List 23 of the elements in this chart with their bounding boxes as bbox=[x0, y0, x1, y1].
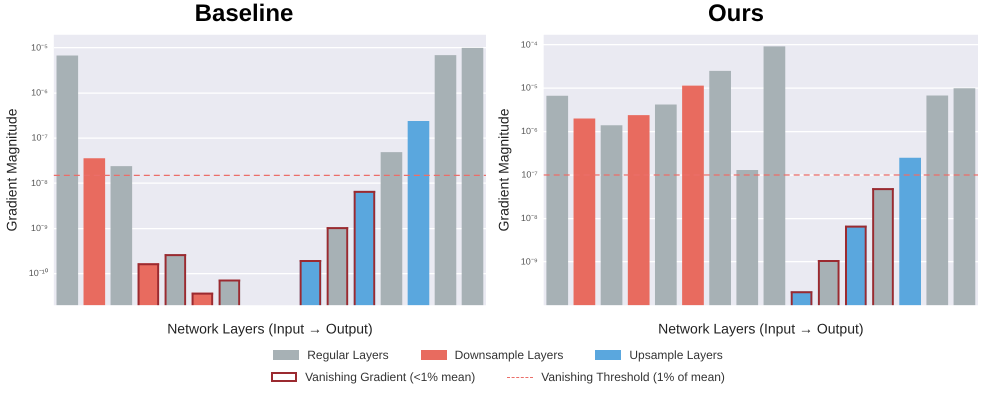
y-tick-label: 10⁻⁵ bbox=[31, 42, 48, 52]
chart-title: Baseline bbox=[194, 0, 294, 28]
y-tick-label: 10⁻⁶ bbox=[520, 126, 538, 136]
y-tick-label: 10⁻⁶ bbox=[31, 88, 48, 98]
x-axis-title: Network Layers (Input → Output) bbox=[658, 320, 864, 336]
y-tick-label: 10⁻⁴ bbox=[520, 39, 538, 50]
chart-title: Ours bbox=[708, 0, 764, 28]
x-axis-title: Network Layers (Input → Output) bbox=[167, 320, 373, 336]
y-tick-label: 10⁻⁵ bbox=[520, 82, 538, 93]
y-tick-label: 10⁻⁸ bbox=[30, 178, 48, 188]
y-tick-label: 10⁻⁹ bbox=[520, 256, 538, 266]
y-tick-label: 10⁻⁷ bbox=[521, 169, 538, 180]
y-tick-label: 10⁻⁹ bbox=[30, 222, 48, 233]
y-axis-title: Gradient Magnitude bbox=[495, 108, 512, 232]
legend-label: Vanishing Gradient (<1% mean) bbox=[305, 370, 476, 384]
legend-label: Vanishing Threshold (1% of mean) bbox=[541, 370, 725, 384]
y-tick-label: 10⁻⁷ bbox=[32, 132, 48, 143]
legend-label: Downsample Layers bbox=[454, 348, 564, 362]
y-tick-label: 10⁻⁸ bbox=[520, 212, 538, 223]
y-axis-title: Gradient Magnitude bbox=[3, 108, 20, 232]
legend-label: Upsample Layers bbox=[629, 348, 723, 362]
legend-label: Regular Layers bbox=[307, 348, 389, 362]
y-tick-label: 10⁻¹⁰ bbox=[28, 268, 48, 278]
